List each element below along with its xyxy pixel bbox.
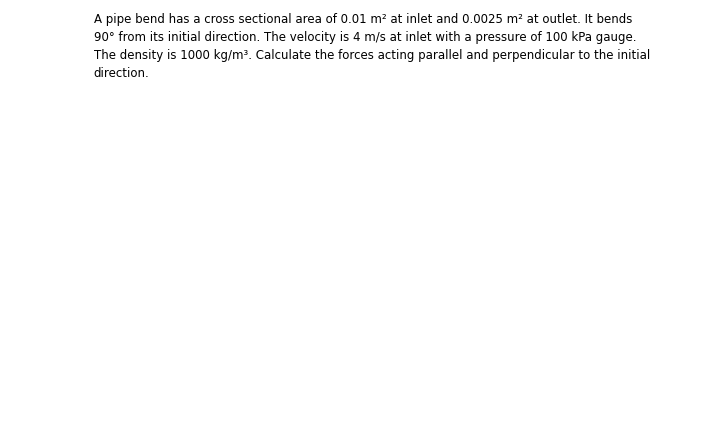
Text: A pipe bend has a cross sectional area of 0.01 m² at inlet and 0.0025 m² at outl: A pipe bend has a cross sectional area o… <box>94 13 650 80</box>
